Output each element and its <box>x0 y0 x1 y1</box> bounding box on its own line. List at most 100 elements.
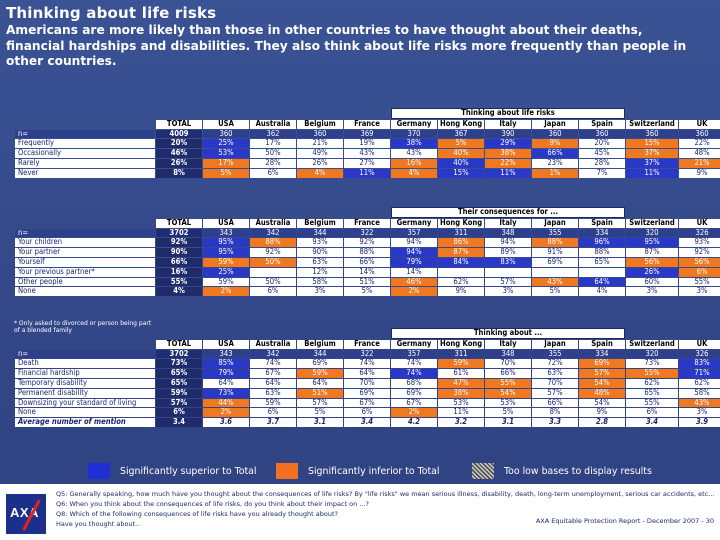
value-cell: 59% <box>203 257 249 267</box>
value-cell: 94% <box>391 248 437 257</box>
total-cell: 4% <box>156 287 202 297</box>
column-header: Germany <box>391 218 437 228</box>
value-cell: 93% <box>297 238 343 248</box>
base-size-cell: 320 <box>626 228 679 238</box>
base-size-cell: 360 <box>579 129 626 139</box>
table-caption: Their consequences for ... <box>391 207 626 218</box>
row-label: Your children <box>15 238 155 248</box>
table-row: None 6% 2% 6% 5% 6% 2% 11% 5% 8% 9% 6% 3% <box>15 408 720 418</box>
question-q8-sub: Have you thought about.. <box>56 520 140 528</box>
value-cell: 14% <box>391 267 437 277</box>
value-cell <box>532 267 578 277</box>
value-cell: 11% <box>344 168 390 178</box>
value-cell: 44% <box>203 398 249 408</box>
value-cell: 67% <box>250 369 296 378</box>
value-cell <box>485 267 531 277</box>
row-label: Your previous partner* <box>15 267 155 277</box>
total-cell: 65% <box>156 369 202 378</box>
value-cell: 47% <box>438 378 484 388</box>
column-header: France <box>344 119 390 129</box>
n-label: n= <box>15 129 155 139</box>
value-cell: 3% <box>679 287 720 297</box>
value-cell: 54% <box>579 378 625 388</box>
total-cell: 90% <box>156 248 202 257</box>
value-cell: 6% <box>250 408 296 418</box>
value-cell: 66% <box>532 398 578 408</box>
row-label: Frequently <box>15 139 155 149</box>
column-header: Australia <box>250 339 296 349</box>
value-cell: 94% <box>485 238 531 248</box>
value-cell: 4% <box>297 168 343 178</box>
row-label: Yourself <box>15 257 155 267</box>
value-cell: 45% <box>579 149 626 158</box>
value-cell: 57% <box>297 398 343 408</box>
legend-low-base: Too low bases to display results <box>472 462 652 480</box>
value-cell: 4% <box>579 287 626 297</box>
column-header: USA <box>203 339 249 349</box>
base-size-cell: 370 <box>391 129 437 139</box>
value-cell: 56% <box>626 257 679 267</box>
value-cell: 88% <box>344 248 390 257</box>
base-size-cell: 360 <box>297 129 343 139</box>
value-cell: 48% <box>679 149 720 158</box>
column-header: Germany <box>391 119 437 129</box>
base-size-cell: 357 <box>391 228 437 238</box>
row-label: Occasionally <box>15 149 155 158</box>
value-cell: 64% <box>344 369 390 378</box>
value-cell: 3.4 <box>626 418 678 427</box>
value-cell: 59% <box>297 369 343 378</box>
value-cell: 92% <box>344 238 390 248</box>
value-cell: 6% <box>626 408 678 418</box>
table-row: Rarely 26% 17% 28% 26% 27% 16% 40% 22% 23% 28% 37% 2… <box>15 158 720 168</box>
value-cell: 50% <box>250 149 296 158</box>
value-cell: 93% <box>679 238 720 248</box>
table-row: Temporary disability 65% 64% 64% 64% 70% 68% 47… <box>15 378 720 388</box>
total-cell: 65% <box>156 378 202 388</box>
value-cell: 27% <box>344 158 390 168</box>
value-cell: 55% <box>626 369 678 378</box>
value-cell: 69% <box>391 388 437 398</box>
column-header: Belgium <box>297 119 343 129</box>
value-cell: 43% <box>532 277 578 287</box>
column-header: Italy <box>485 339 531 349</box>
table-caption: Thinking about ... <box>391 328 625 339</box>
value-cell: 5% <box>438 139 484 149</box>
value-cell: 22% <box>485 158 531 168</box>
value-cell: 55% <box>679 277 720 287</box>
base-size-cell: 342 <box>250 349 296 359</box>
value-cell: 62% <box>679 378 720 388</box>
base-size-cell: 326 <box>679 349 720 359</box>
value-cell: 54% <box>579 398 625 408</box>
row-label: None <box>15 408 155 418</box>
value-cell: 3.2 <box>438 418 484 427</box>
value-cell: 6% <box>250 168 296 178</box>
value-cell: 9% <box>438 287 484 297</box>
footnote: * Only asked to divorced or person being… <box>14 320 152 334</box>
value-cell: 15% <box>626 139 679 149</box>
question-q5: Q5: Generally speaking, how much have yo… <box>56 490 715 498</box>
column-header: TOTAL <box>156 218 202 228</box>
value-cell: 40% <box>438 149 484 158</box>
value-cell: 37% <box>626 149 679 158</box>
value-cell: 4.2 <box>391 418 437 427</box>
legend-orange-swatch <box>276 463 298 479</box>
total-cell: 55% <box>156 277 202 287</box>
value-cell: 7% <box>579 168 626 178</box>
table-row: Other people 55% 59% 50% 58% 51% 46% 62% 57% 43% 6… <box>15 277 720 287</box>
value-cell: 92% <box>250 248 296 257</box>
column-header: Spain <box>579 339 625 349</box>
value-cell: 66% <box>485 369 531 378</box>
value-cell: 55% <box>626 398 678 408</box>
value-cell: 67% <box>344 398 390 408</box>
value-cell: 3.7 <box>250 418 296 427</box>
base-size-cell: 4009 <box>156 129 202 139</box>
value-cell: 53% <box>438 398 484 408</box>
value-cell: 3.9 <box>679 418 720 427</box>
base-size-cell: 322 <box>344 228 390 238</box>
value-cell: 69% <box>579 359 625 369</box>
table-row: Downsizing your standard of living 57% 44%… <box>15 398 720 408</box>
value-cell: 68% <box>391 378 437 388</box>
value-cell: 73% <box>203 388 249 398</box>
column-header: France <box>344 339 390 349</box>
row-label: Your partner <box>15 248 155 257</box>
